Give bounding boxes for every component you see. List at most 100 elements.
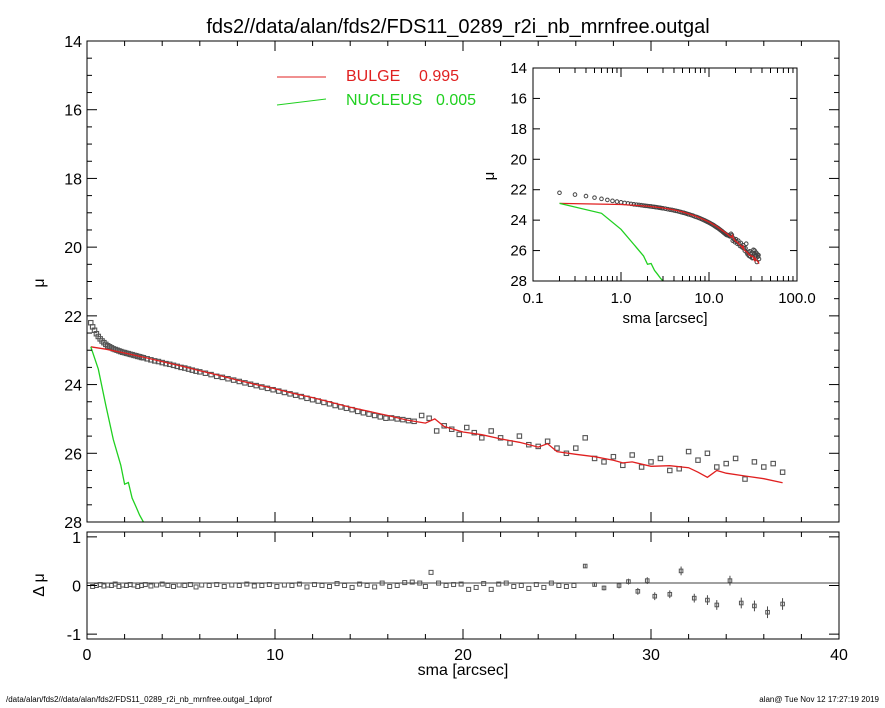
residual-data-point [187, 582, 193, 588]
residual-data-point [199, 582, 205, 588]
legend-bulge-value: 0.995 [419, 68, 459, 85]
inset-y-tick-label: 24 [510, 212, 527, 229]
main-data-point [259, 384, 265, 390]
main-data-point [193, 368, 199, 374]
inset-data-point [610, 198, 615, 204]
residual-x-tick-label: 40 [830, 647, 848, 664]
residual-error-point [626, 579, 631, 584]
residual-data-point [533, 582, 539, 588]
inset-data-point [592, 195, 597, 200]
main-y-tick-label: 14 [64, 34, 82, 51]
inset-data-point [605, 197, 610, 203]
main-data-point [371, 412, 378, 419]
main-data-point [264, 385, 271, 392]
inset-axes-layer: 14 16 18 20 22 24 26 280.1 1.0 10.0 100.0 [510, 60, 815, 307]
residual-data-point [451, 582, 457, 588]
residual-data-point [154, 582, 160, 588]
residual-data-point [319, 583, 325, 588]
main-data-point [377, 414, 384, 420]
main-data-point [298, 393, 305, 400]
main-clipped-series [88, 319, 786, 522]
residual-error-point [714, 602, 720, 608]
residual-data-point [511, 583, 517, 589]
inset-data-point [750, 255, 756, 260]
main-y-tick-label: 18 [64, 171, 82, 188]
main-data-point [695, 457, 701, 463]
main-data-point [554, 445, 560, 451]
residual-x-axis-label: sma [arcsec] [418, 662, 509, 679]
main-bulge-line [90, 346, 783, 484]
inset-y-tick-label: 26 [510, 243, 527, 260]
residual-data-point [458, 581, 464, 587]
main-data-point [456, 431, 462, 438]
residual-data-point [466, 586, 472, 592]
main-data-point [779, 469, 786, 475]
residual-error-point [644, 578, 650, 583]
residual-data-point [327, 583, 333, 589]
main-data-point [610, 453, 617, 460]
residual-error-point [780, 601, 785, 607]
residual-error-point [727, 578, 733, 583]
residual-data-point [379, 580, 385, 586]
main-data-point [629, 452, 635, 458]
residual-data-point [417, 580, 423, 586]
inset-data-point [614, 199, 620, 204]
residual-error-point [601, 585, 607, 591]
residual-error-point [691, 595, 697, 601]
residual-x-tick-label: 30 [642, 647, 660, 664]
inset-data-point [557, 190, 562, 196]
main-data-point [573, 445, 579, 451]
residual-data-point [251, 583, 257, 589]
main-data-point [360, 409, 367, 416]
main-data-point [488, 428, 494, 434]
residual-data-point [214, 582, 220, 588]
residual-data-point [422, 583, 428, 589]
legend-nucleus-label: NUCLEUS [346, 92, 422, 109]
main-data-point [620, 462, 626, 469]
main-nucleus-line [90, 346, 144, 522]
footer-filepath: /data/alan/fds2//data/alan/fds2/FDS11_02… [6, 695, 272, 704]
inset-series-layer [557, 190, 762, 281]
residual-data-point [206, 583, 212, 588]
main-y-tick-label: 20 [64, 240, 82, 257]
residual-data-point [563, 583, 569, 589]
inset-clipped-series [557, 190, 762, 281]
inset-data-point [572, 192, 578, 197]
residual-data-point [548, 580, 554, 586]
residual-data-point [266, 582, 272, 588]
residual-x-tick-label: 0 [83, 647, 92, 664]
main-data-point [441, 423, 447, 429]
main-data-point [270, 386, 276, 393]
main-data-point [292, 392, 299, 398]
main-data-point [479, 435, 485, 441]
residual-data-point [357, 581, 363, 587]
residual-data-point [518, 583, 524, 588]
main-y-tick-label: 16 [64, 103, 82, 120]
residual-data-point [526, 585, 532, 591]
main-data-point [667, 467, 673, 474]
residual-data-point [170, 583, 176, 589]
residual-error-point [592, 582, 597, 587]
inset-y-tick-label: 18 [510, 121, 527, 138]
main-data-point [287, 391, 293, 397]
inset-y-tick-label: 14 [510, 60, 527, 77]
residual-data-point [436, 580, 442, 586]
residual-data-point [274, 583, 280, 589]
legend-nucleus-swatch [276, 98, 327, 106]
main-data-point [426, 415, 432, 421]
residual-error-point [705, 597, 710, 603]
residual-data-point [428, 569, 434, 575]
residual-error-point [652, 593, 658, 599]
legend-nucleus-value: 0.005 [436, 92, 476, 109]
main-data-point [366, 411, 372, 417]
main-y-tick-label: 24 [64, 378, 82, 395]
main-data-point [638, 464, 645, 470]
main-data-point [742, 476, 748, 482]
main-data-point [685, 448, 692, 455]
residual-data-point [259, 583, 265, 588]
inset-x-tick-label: 0.1 [523, 290, 544, 307]
residual-error-point [667, 591, 673, 597]
